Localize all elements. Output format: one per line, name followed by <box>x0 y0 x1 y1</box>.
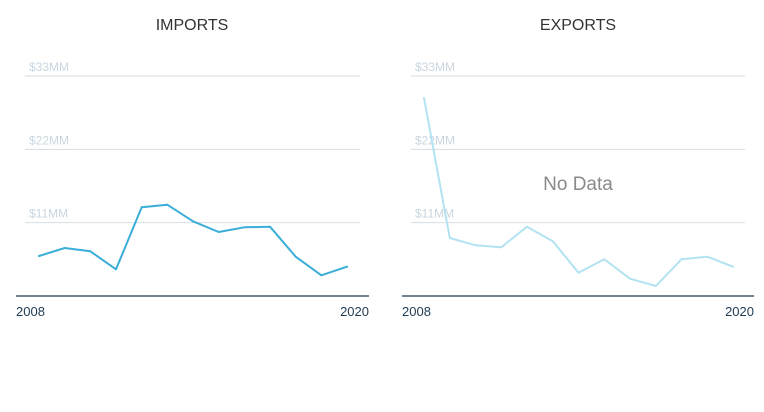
chart-exports: EXPORTS $11MM $22MM $33MM 2008 2020 No Data <box>402 17 754 319</box>
x-tick-label: 2008 <box>402 304 431 319</box>
data-point <box>166 203 169 206</box>
data-point <box>115 268 117 271</box>
data-point <box>500 246 503 249</box>
data-point <box>423 97 425 99</box>
chart-title: IMPORTS <box>156 17 229 34</box>
y-tick-label: $11MM <box>415 207 454 221</box>
series-line <box>38 203 348 277</box>
data-point <box>140 206 143 209</box>
data-point <box>732 265 734 268</box>
y-tick-label: $22MM <box>415 133 455 147</box>
no-data-label: No Data <box>543 174 613 195</box>
x-tick-label: 2020 <box>340 304 369 319</box>
y-tick-label: $33MM <box>29 60 69 74</box>
data-point <box>63 247 66 249</box>
data-point <box>320 274 323 277</box>
y-tick-label: $33MM <box>415 60 455 74</box>
y-tick-label: $22MM <box>29 133 69 147</box>
data-point <box>294 255 297 258</box>
data-point <box>526 225 528 228</box>
y-tick-label: $11MM <box>29 207 68 221</box>
chart-imports: IMPORTS $11MM $22MM $33MM 2008 2020 <box>16 17 369 319</box>
data-point <box>629 277 631 280</box>
data-point <box>38 255 40 257</box>
data-point <box>474 244 477 247</box>
data-point <box>269 225 271 228</box>
data-point <box>89 250 92 253</box>
x-tick-label: 2008 <box>16 304 45 319</box>
data-point <box>192 220 194 223</box>
chart-title: EXPORTS <box>540 17 616 34</box>
data-point <box>680 258 683 261</box>
x-tick-label: 2020 <box>725 304 754 319</box>
data-point <box>654 285 657 287</box>
data-point <box>448 237 451 239</box>
data-point <box>346 265 348 268</box>
data-point <box>551 240 554 243</box>
data-point <box>243 226 246 229</box>
data-point <box>577 271 580 274</box>
data-point <box>217 231 220 233</box>
data-point <box>706 255 709 258</box>
data-point <box>603 258 606 261</box>
